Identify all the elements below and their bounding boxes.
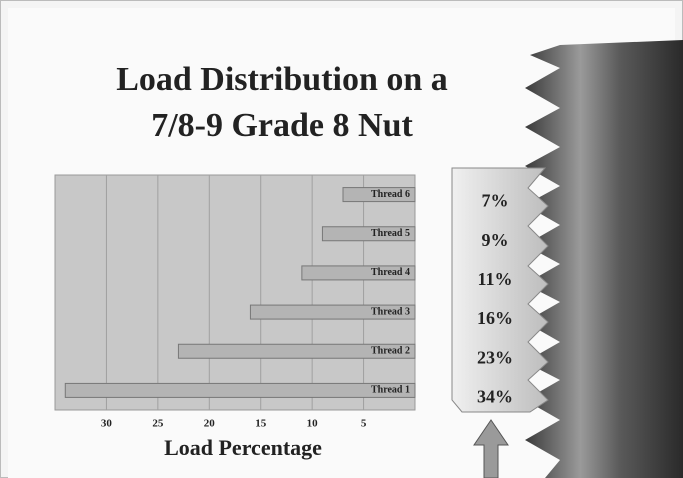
x-tick-label: 20 (204, 418, 216, 430)
slide: Load Distribution on a 7/8-9 Grade 8 Nut… (0, 0, 683, 478)
value-label: 16% (477, 308, 513, 328)
title: Load Distribution on a (116, 61, 448, 98)
category-label: Thread 3 (371, 306, 410, 317)
x-tick-label: 25 (152, 418, 164, 430)
value-label: 11% (477, 269, 512, 289)
value-label: 9% (482, 230, 509, 250)
category-label: Thread 1 (371, 385, 410, 396)
category-label: Thread 2 (371, 346, 410, 357)
value-label: 7% (482, 191, 509, 211)
value-label: 23% (477, 347, 513, 367)
plot-area (55, 175, 415, 410)
x-tick-label: 30 (101, 418, 113, 430)
x-tick-label: 10 (307, 418, 319, 430)
category-label: Thread 5 (371, 228, 410, 239)
category-label: Thread 4 (371, 267, 410, 278)
bar (65, 383, 415, 397)
category-label: Thread 6 (371, 189, 410, 200)
x-tick-label: 15 (255, 418, 267, 430)
value-label: 34% (477, 387, 513, 407)
title: 7/8-9 Grade 8 Nut (151, 107, 413, 144)
x-tick-label: 5 (361, 418, 367, 430)
x-axis-label: Load Percentage (164, 435, 322, 460)
